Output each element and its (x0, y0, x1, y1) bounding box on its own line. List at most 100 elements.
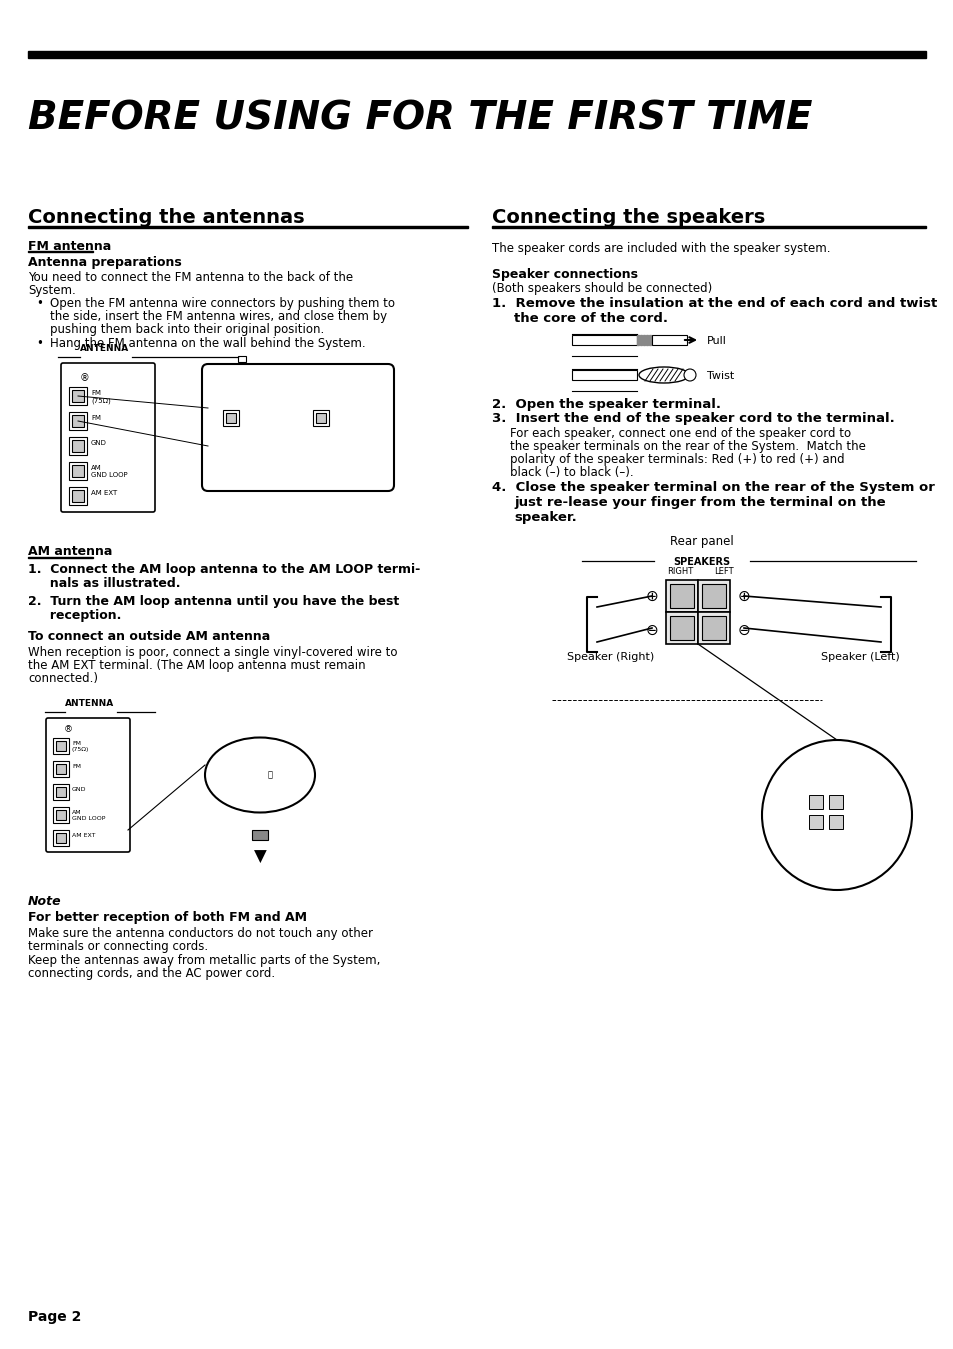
Bar (637, 335, 639, 345)
Text: Twist: Twist (706, 371, 734, 380)
Text: When reception is poor, connect a single vinyl-covered wire to: When reception is poor, connect a single… (28, 646, 397, 660)
Text: pushing them back into their original position.: pushing them back into their original po… (50, 322, 324, 336)
Text: Keep the antennas away from metallic parts of the System,: Keep the antennas away from metallic par… (28, 954, 380, 967)
Bar (808, 795, 822, 809)
Bar (223, 410, 239, 426)
Text: RIGHT: RIGHT (666, 567, 693, 576)
Text: AM EXT: AM EXT (71, 832, 95, 838)
Bar (69, 437, 87, 455)
Bar (71, 415, 84, 428)
Text: AM
GND LOOP: AM GND LOOP (91, 465, 128, 478)
Text: •: • (36, 337, 43, 349)
Bar (313, 410, 329, 426)
Text: 2.  Open the speaker terminal.: 2. Open the speaker terminal. (492, 398, 720, 411)
Bar (56, 741, 66, 751)
Text: Speaker (Left): Speaker (Left) (821, 652, 899, 662)
Text: AM antenna: AM antenna (28, 545, 112, 558)
Text: For each speaker, connect one end of the speaker cord to: For each speaker, connect one end of the… (510, 428, 850, 440)
Text: ⊕: ⊕ (645, 588, 658, 603)
Text: connected.): connected.) (28, 672, 98, 685)
Text: Page 2: Page 2 (28, 1310, 81, 1323)
Text: The speaker cords are included with the speaker system.: The speaker cords are included with the … (492, 241, 830, 255)
Text: Open the FM antenna wire connectors by pushing them to: Open the FM antenna wire connectors by p… (50, 297, 395, 310)
Text: 3.  Insert the end of the speaker cord to the terminal.: 3. Insert the end of the speaker cord to… (492, 411, 894, 425)
Text: connecting cords, and the AC power cord.: connecting cords, and the AC power cord. (28, 967, 274, 979)
Bar (669, 616, 693, 639)
Text: LEFT: LEFT (714, 567, 733, 576)
Text: FM: FM (91, 415, 101, 421)
Text: Pull: Pull (706, 336, 726, 345)
Bar (642, 335, 644, 345)
Text: FM
(75Ω): FM (75Ω) (91, 390, 111, 403)
Bar (648, 335, 650, 345)
Bar (56, 786, 66, 797)
Text: 4.  Close the speaker terminal on the rear of the System or: 4. Close the speaker terminal on the rea… (492, 482, 934, 494)
Bar (252, 830, 268, 840)
Text: ANTENNA: ANTENNA (80, 344, 129, 353)
Bar (71, 465, 84, 478)
Bar (56, 832, 66, 843)
Bar (69, 461, 87, 480)
Text: AM
GND LOOP: AM GND LOOP (71, 809, 105, 820)
Bar (701, 616, 725, 639)
Text: nals as illustrated.: nals as illustrated. (28, 577, 180, 590)
Text: •: • (36, 297, 43, 310)
Text: ⊖: ⊖ (737, 622, 750, 638)
Text: Connecting the speakers: Connecting the speakers (492, 208, 764, 227)
Bar (651, 335, 686, 345)
Text: FM: FM (71, 764, 81, 769)
Text: ®: ® (64, 724, 72, 734)
Text: polarity of the speaker terminals: Red (+) to red (+) and: polarity of the speaker terminals: Red (… (510, 453, 843, 465)
Text: (Both speakers should be connected): (Both speakers should be connected) (492, 282, 712, 295)
Text: 1.  Remove the insulation at the end of each cord and twist: 1. Remove the insulation at the end of e… (492, 297, 936, 310)
Text: the core of the cord.: the core of the cord. (514, 312, 667, 325)
Bar (572, 370, 637, 380)
Bar (69, 487, 87, 505)
Text: AM EXT: AM EXT (91, 490, 117, 496)
Bar (572, 335, 637, 345)
Bar (645, 335, 647, 345)
Text: Antenna preparations: Antenna preparations (28, 256, 182, 268)
Bar (28, 51, 925, 58)
FancyBboxPatch shape (61, 363, 154, 513)
Text: Hang the FM antenna on the wall behind the System.: Hang the FM antenna on the wall behind t… (50, 337, 365, 349)
Bar (71, 440, 84, 452)
Bar (492, 225, 925, 228)
Text: To connect an outside AM antenna: To connect an outside AM antenna (28, 630, 270, 643)
Text: ANTENNA: ANTENNA (65, 699, 114, 708)
Text: Rear panel: Rear panel (669, 536, 733, 548)
Text: BEFORE USING FOR THE FIRST TIME: BEFORE USING FOR THE FIRST TIME (28, 100, 812, 138)
Bar (71, 390, 84, 402)
Bar (53, 830, 69, 846)
Text: the AM EXT terminal. (The AM loop antenna must remain: the AM EXT terminal. (The AM loop antenn… (28, 660, 365, 672)
Bar (701, 584, 725, 608)
Bar (665, 580, 698, 612)
Text: For better reception of both FM and AM: For better reception of both FM and AM (28, 911, 307, 924)
Bar (828, 795, 842, 809)
Bar (808, 815, 822, 830)
Bar (53, 807, 69, 823)
Bar (56, 764, 66, 774)
Text: FM
(75Ω): FM (75Ω) (71, 741, 90, 751)
FancyBboxPatch shape (46, 718, 130, 853)
Text: speaker.: speaker. (514, 511, 577, 523)
Bar (28, 225, 468, 228)
Bar (828, 815, 842, 830)
Bar (665, 612, 698, 643)
Text: ⊕: ⊕ (737, 588, 750, 603)
Text: Connecting the antennas: Connecting the antennas (28, 208, 304, 227)
Bar (69, 411, 87, 430)
Text: the speaker terminals on the rear of the System.  Match the: the speaker terminals on the rear of the… (510, 440, 865, 453)
Text: FM antenna: FM antenna (28, 240, 112, 254)
Text: ⓑ: ⓑ (267, 770, 273, 778)
Text: the side, insert the FM antenna wires, and close them by: the side, insert the FM antenna wires, a… (50, 310, 387, 322)
Ellipse shape (639, 367, 688, 383)
Bar (53, 784, 69, 800)
Bar (237, 356, 246, 362)
Bar (315, 413, 326, 424)
Text: Speaker connections: Speaker connections (492, 268, 638, 281)
Bar (71, 490, 84, 502)
Text: GND: GND (71, 786, 87, 792)
Text: 1.  Connect the AM loop antenna to the AM LOOP termi-: 1. Connect the AM loop antenna to the AM… (28, 563, 420, 576)
Text: ⊖: ⊖ (645, 622, 658, 638)
